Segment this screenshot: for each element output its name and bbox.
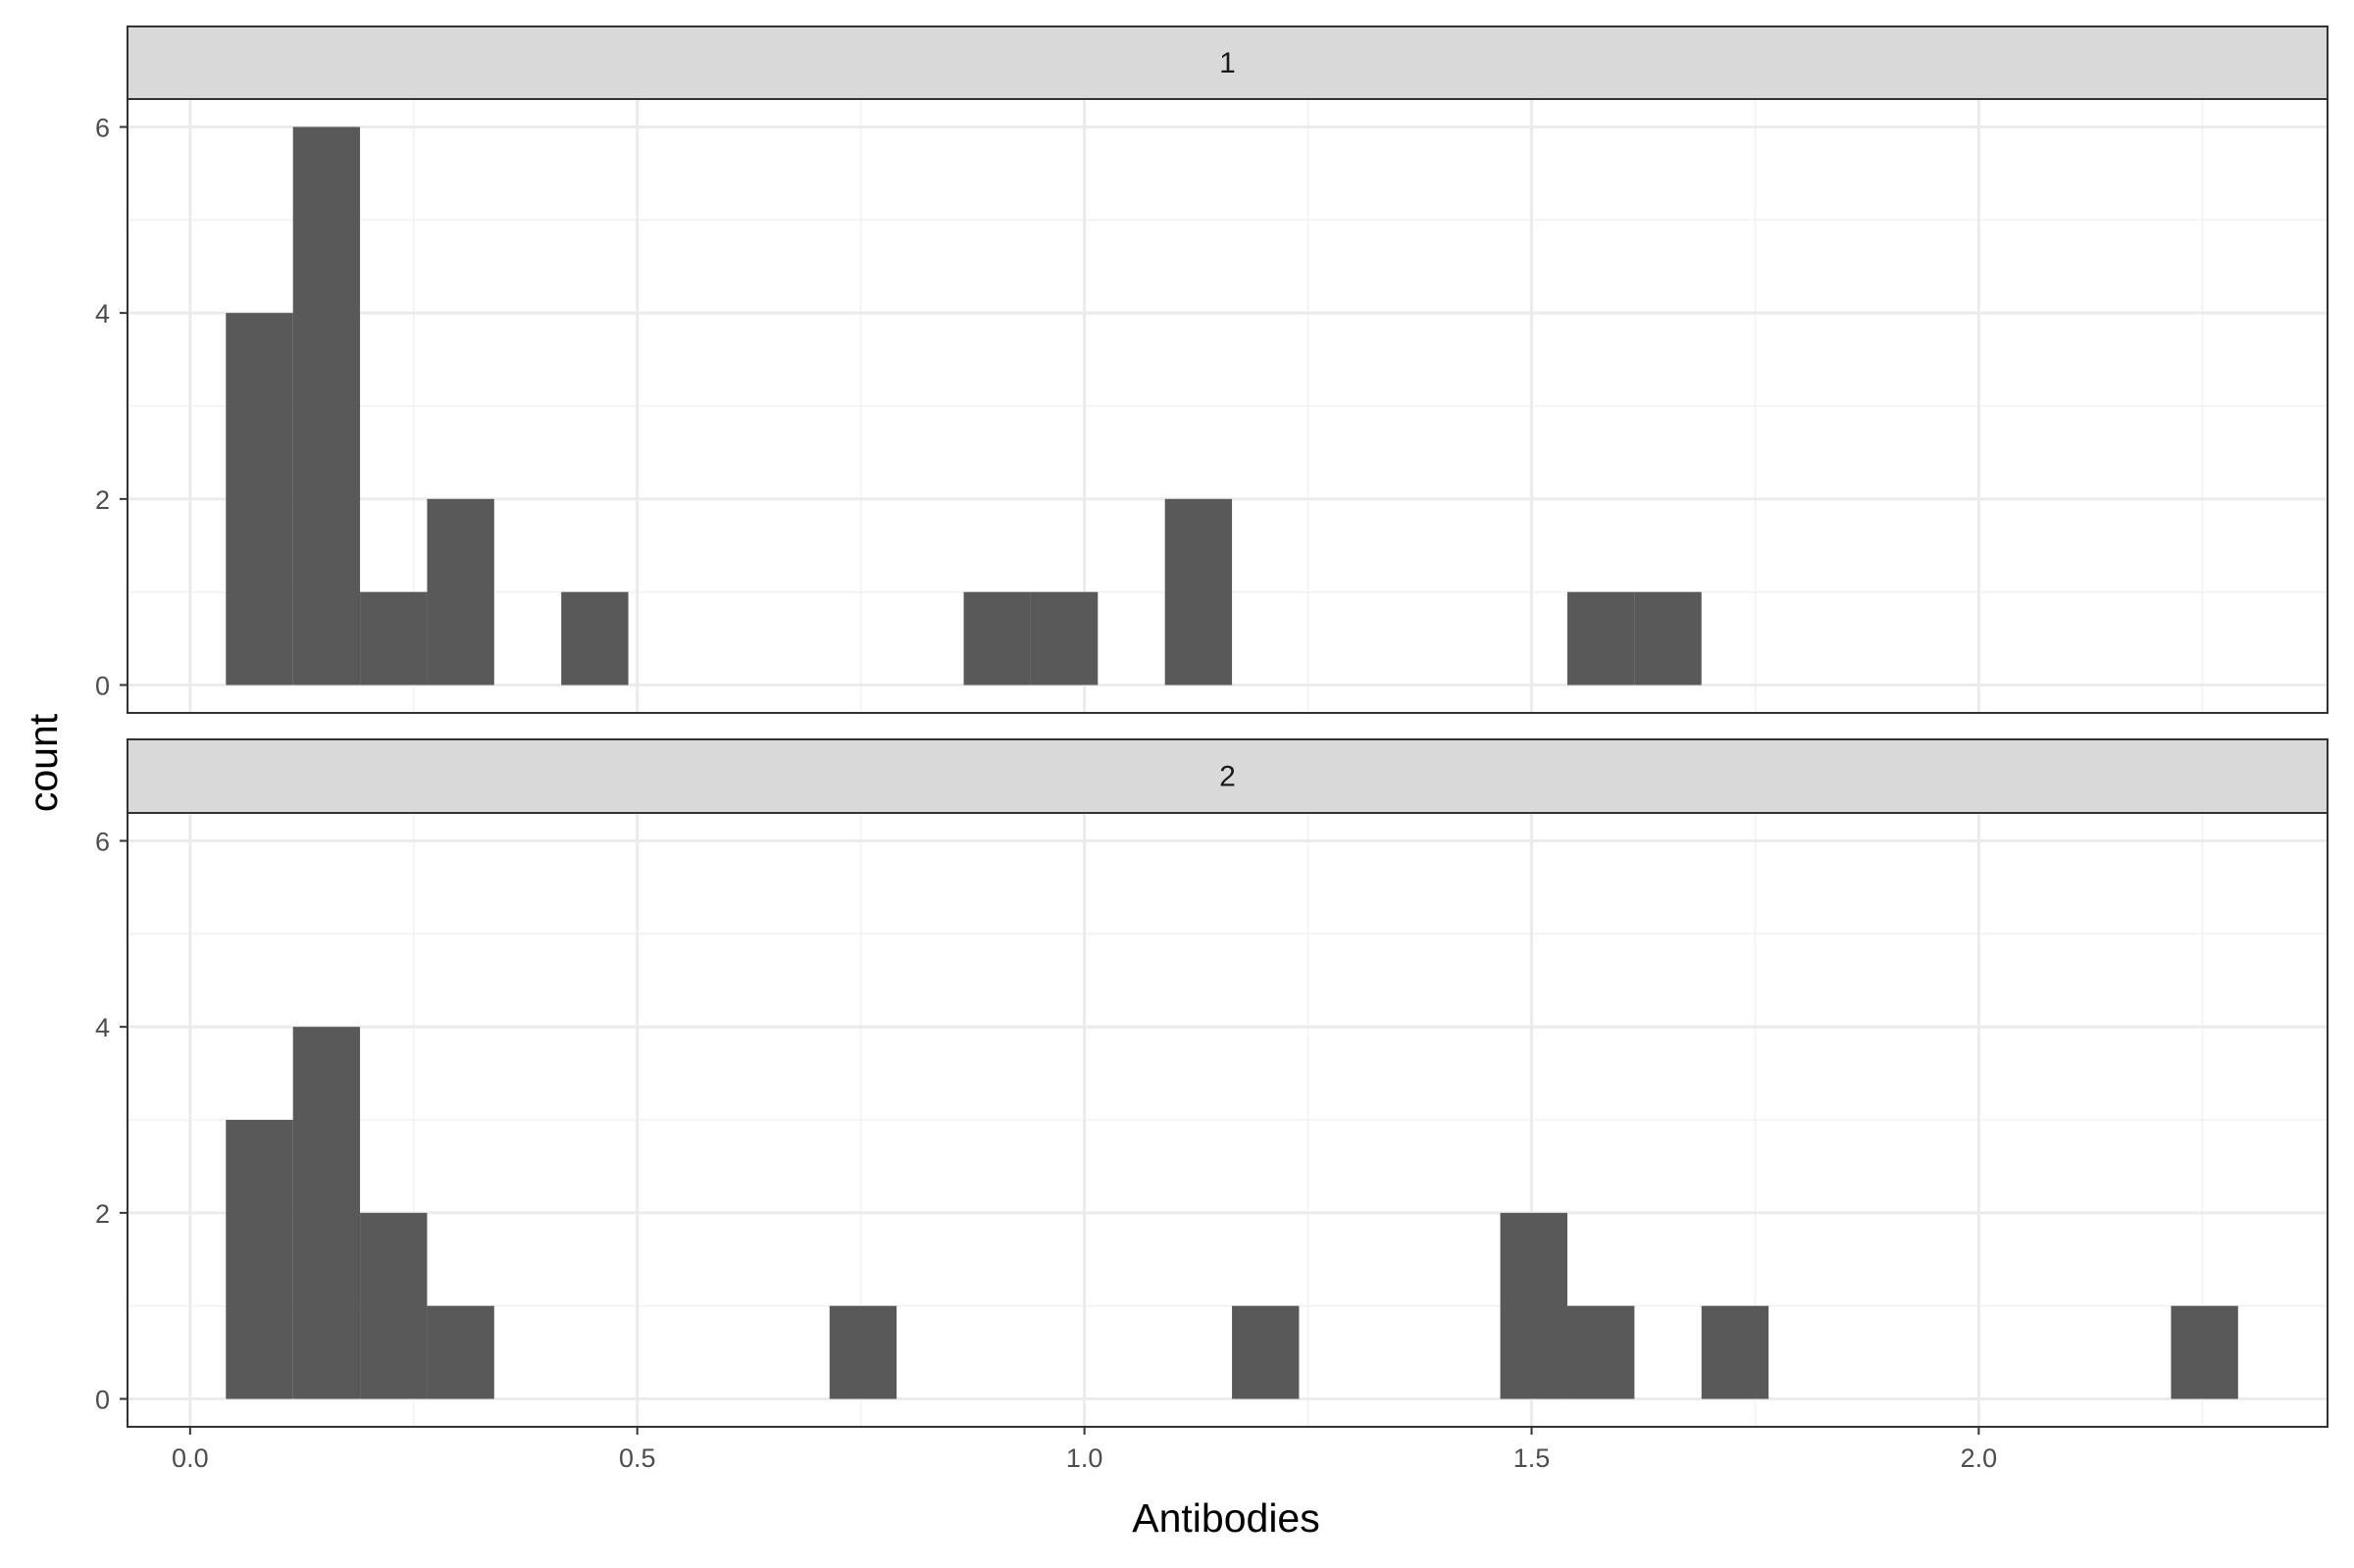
x-tick-label: 0.0 — [172, 1443, 209, 1473]
histogram-bar — [1030, 591, 1099, 685]
histogram-bar — [360, 1212, 428, 1399]
y-tick-label: 2 — [95, 1199, 110, 1229]
y-tick-label: 6 — [95, 827, 110, 856]
facet-strip — [127, 25, 2328, 100]
histogram-bar — [1566, 1305, 1635, 1399]
y-tick-label: 4 — [95, 299, 110, 329]
y-tick-label: 6 — [95, 113, 110, 142]
facet-panels: 1 0 2 4 6 2 0 2 4 6 — [95, 25, 2328, 1428]
x-tick-label: 0.5 — [619, 1443, 656, 1473]
histogram-bar — [1634, 591, 1702, 685]
y-tick-label: 0 — [95, 672, 110, 701]
facet-panel-1: 1 0 2 4 6 — [95, 25, 2328, 714]
y-tick-label: 4 — [95, 1013, 110, 1042]
x-axis: 0.0 0.5 1.0 1.5 2.0 — [172, 1427, 1997, 1473]
histogram-bar — [2171, 1305, 2238, 1399]
histogram-bar — [427, 498, 494, 685]
histogram-bar — [360, 591, 428, 685]
y-tick-label: 0 — [95, 1386, 110, 1415]
x-tick-label: 2.0 — [1961, 1443, 1998, 1473]
histogram-bar — [1164, 498, 1233, 685]
x-axis-title: Antibodies — [1132, 1495, 1319, 1541]
histogram-bar — [1500, 1212, 1567, 1399]
x-tick-label: 1.0 — [1066, 1443, 1103, 1473]
x-tick-label: 1.5 — [1513, 1443, 1551, 1473]
histogram-bar — [963, 591, 1031, 685]
facet-panel-2: 2 0 2 4 6 — [95, 738, 2328, 1428]
facet-strip-label: 1 — [1219, 47, 1236, 79]
histogram-bar — [829, 1305, 897, 1399]
histogram-bar — [1232, 1305, 1300, 1399]
histogram-bar — [292, 1027, 361, 1399]
facet-strip-label: 2 — [1219, 761, 1236, 793]
histogram-bar — [226, 313, 293, 685]
histogram-bar — [427, 1305, 494, 1399]
y-tick-label: 2 — [95, 485, 110, 515]
histogram-bar — [1566, 591, 1635, 685]
y-axis-title: count — [21, 713, 66, 812]
facet-strip — [127, 738, 2328, 814]
histogram-bar — [292, 126, 361, 685]
histogram-bar — [561, 591, 629, 685]
histogram-bar — [226, 1120, 293, 1399]
histogram-bar — [1701, 1305, 1769, 1399]
